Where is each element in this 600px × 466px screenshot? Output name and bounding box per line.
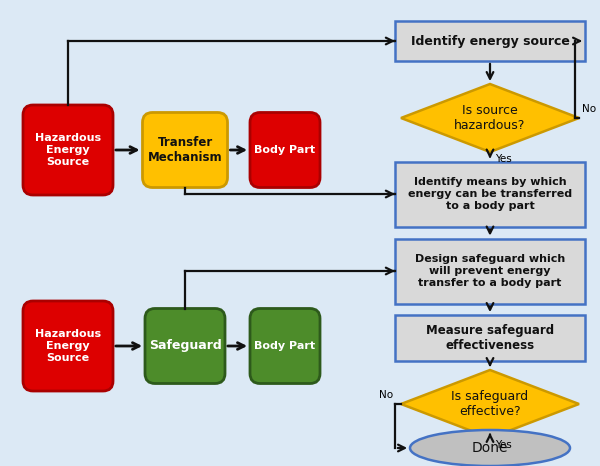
FancyBboxPatch shape bbox=[250, 308, 320, 384]
Text: No: No bbox=[582, 104, 596, 114]
Text: Body Part: Body Part bbox=[254, 341, 316, 351]
Text: Transfer
Mechanism: Transfer Mechanism bbox=[148, 136, 223, 164]
Text: Yes: Yes bbox=[495, 440, 512, 450]
Bar bbox=[395, 315, 585, 361]
Bar bbox=[395, 162, 585, 226]
Text: Hazardous
Energy
Source: Hazardous Energy Source bbox=[35, 133, 101, 167]
Bar bbox=[395, 21, 585, 61]
FancyBboxPatch shape bbox=[145, 308, 225, 384]
Text: Identify energy source: Identify energy source bbox=[410, 34, 569, 48]
Ellipse shape bbox=[410, 430, 570, 466]
Text: No: No bbox=[379, 390, 393, 400]
FancyBboxPatch shape bbox=[23, 301, 113, 391]
Text: Design safeguard which
will prevent energy
transfer to a body part: Design safeguard which will prevent ener… bbox=[415, 254, 565, 288]
Text: Measure safeguard
effectiveness: Measure safeguard effectiveness bbox=[426, 324, 554, 352]
Bar bbox=[395, 239, 585, 303]
Text: Body Part: Body Part bbox=[254, 145, 316, 155]
Polygon shape bbox=[401, 370, 579, 438]
Text: Yes: Yes bbox=[495, 154, 512, 164]
FancyBboxPatch shape bbox=[143, 112, 227, 187]
Text: Identify means by which
energy can be transferred
to a body part: Identify means by which energy can be tr… bbox=[408, 177, 572, 211]
Text: Done: Done bbox=[472, 441, 508, 455]
FancyBboxPatch shape bbox=[250, 112, 320, 187]
FancyBboxPatch shape bbox=[23, 105, 113, 195]
Text: Safeguard: Safeguard bbox=[149, 340, 221, 352]
Text: Is safeguard
effective?: Is safeguard effective? bbox=[451, 390, 529, 418]
Text: Is source
hazardous?: Is source hazardous? bbox=[454, 104, 526, 132]
Polygon shape bbox=[401, 84, 579, 152]
Text: Hazardous
Energy
Source: Hazardous Energy Source bbox=[35, 329, 101, 363]
